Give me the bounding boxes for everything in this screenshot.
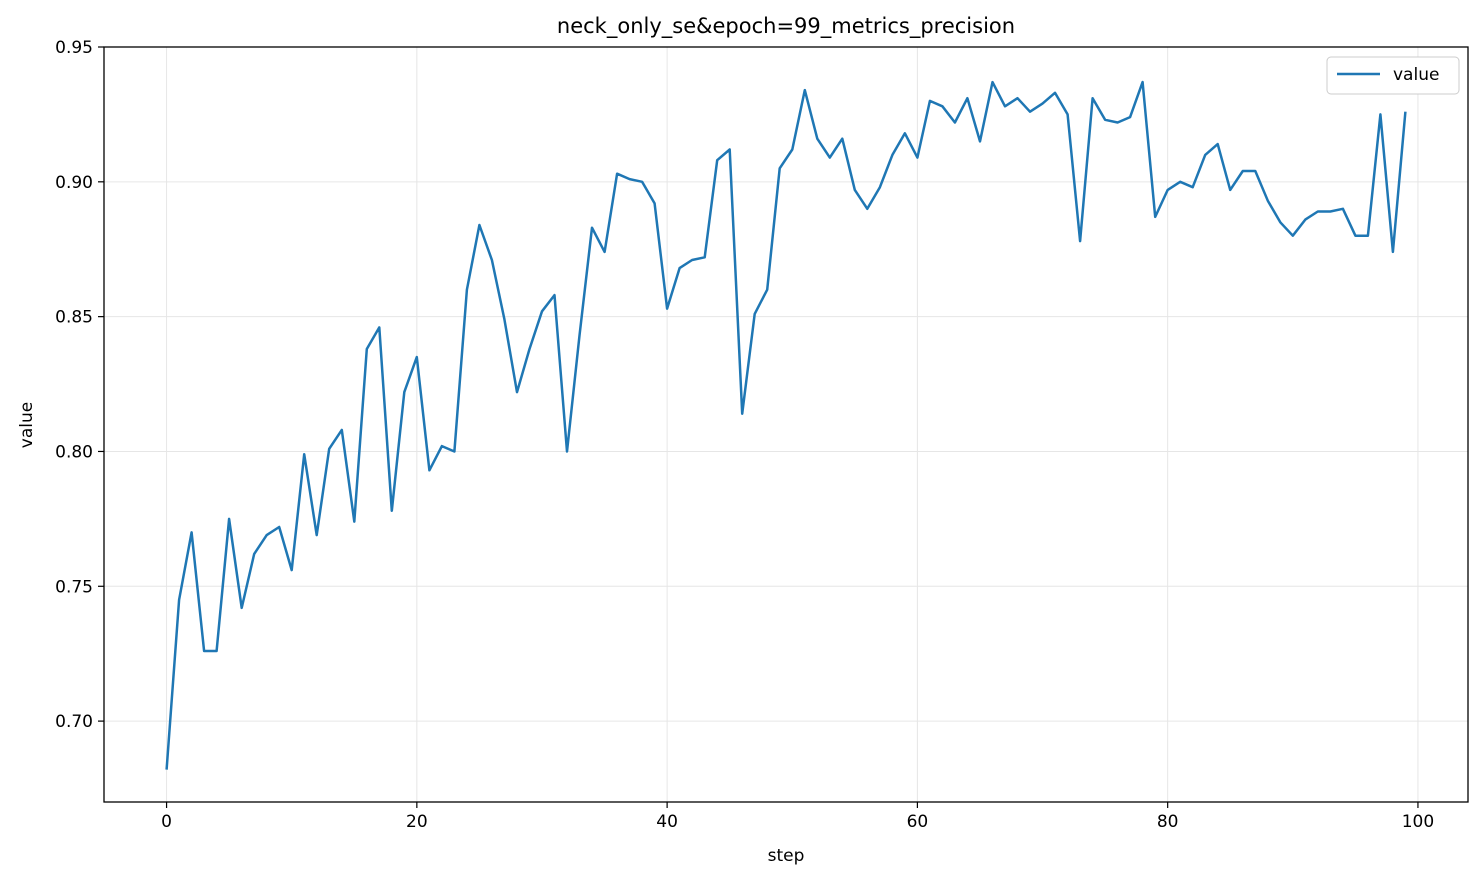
legend-box bbox=[1326, 56, 1460, 95]
y-tick-label: 0.80 bbox=[55, 442, 93, 462]
x-axis-ticks: 0 20 40 60 80 100 bbox=[161, 802, 1434, 832]
y-tick-label: 0.75 bbox=[55, 577, 93, 597]
chart-title: neck_only_se&epoch=99_metrics_precision bbox=[557, 14, 1015, 39]
x-tick-label: 80 bbox=[1157, 812, 1179, 832]
x-axis-label: step bbox=[768, 846, 805, 866]
series-lines bbox=[165, 80, 1407, 770]
y-tick-label: 0.95 bbox=[55, 38, 93, 58]
y-tick-label: 0.70 bbox=[55, 712, 93, 732]
x-tick-label: 60 bbox=[907, 812, 929, 832]
plot-frame bbox=[103, 46, 1469, 803]
y-tick-label: 0.85 bbox=[55, 308, 93, 328]
x-tick-label: 20 bbox=[406, 812, 428, 832]
legend: value bbox=[1326, 56, 1460, 95]
series-line-value bbox=[165, 80, 1407, 770]
x-tick-label: 100 bbox=[1402, 812, 1434, 832]
x-tick-label: 40 bbox=[656, 812, 678, 832]
x-tick-label: 0 bbox=[161, 812, 172, 832]
y-tick-label: 0.90 bbox=[55, 173, 93, 193]
y-axis-label: value bbox=[17, 402, 37, 448]
legend-label: value bbox=[1393, 65, 1439, 85]
y-axis-ticks: 0.70 0.75 0.80 0.85 0.90 0.95 bbox=[55, 38, 104, 732]
